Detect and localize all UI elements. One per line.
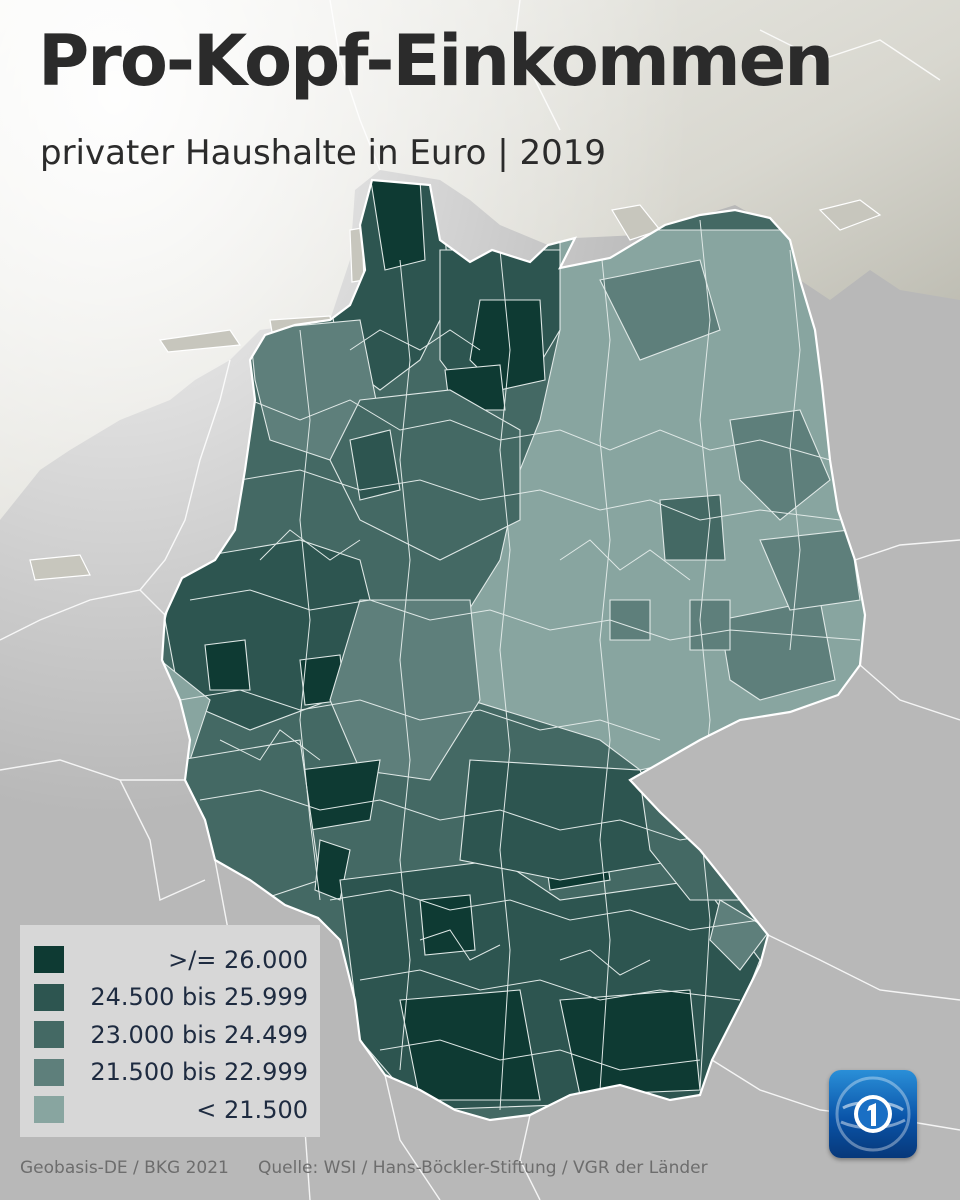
legend-swatch xyxy=(34,1058,64,1086)
legend-label: >/= 26.000 xyxy=(168,945,308,974)
legend-swatch xyxy=(34,1096,64,1124)
legend-item: 23.000 bis 24.499 xyxy=(34,1016,308,1054)
page-title: Pro-Kopf-Einkommen xyxy=(38,20,834,102)
legend-swatch xyxy=(34,1021,64,1049)
footer-geobasis: Geobasis-DE / BKG 2021 xyxy=(20,1158,229,1178)
legend-item: >/= 26.000 xyxy=(34,941,308,979)
germany-outline xyxy=(160,178,867,1122)
map-legend: >/= 26.000 24.500 bis 25.999 23.000 bis … xyxy=(20,925,320,1137)
legend-label: 23.000 bis 24.499 xyxy=(90,1020,308,1049)
legend-item: 21.500 bis 22.999 xyxy=(34,1054,308,1092)
legend-label: 24.500 bis 25.999 xyxy=(90,983,308,1012)
legend-label: 21.500 bis 22.999 xyxy=(90,1058,308,1087)
tagesschau-logo-icon xyxy=(829,1070,917,1158)
legend-swatch xyxy=(34,983,64,1011)
footer-source: Quelle: WSI / Hans-Böckler-Stiftung / VG… xyxy=(258,1158,708,1178)
page-subtitle: privater Haushalte in Euro | 2019 xyxy=(40,133,607,173)
legend-item: 24.500 bis 25.999 xyxy=(34,979,308,1017)
legend-swatch xyxy=(34,946,64,974)
legend-item: < 21.500 xyxy=(34,1091,308,1129)
districts xyxy=(162,180,865,1120)
legend-label: < 21.500 xyxy=(196,1095,308,1124)
